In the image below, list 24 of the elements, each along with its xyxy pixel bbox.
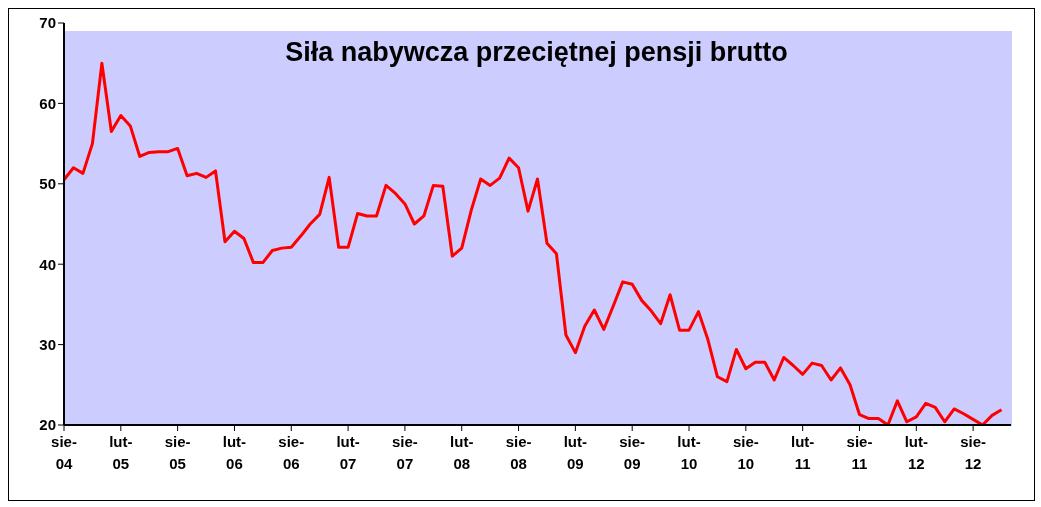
x-tick-label: sie-07: [391, 433, 418, 472]
x-tick-label: sie-10: [732, 433, 759, 472]
x-tick-label: sie-11: [846, 433, 873, 472]
x-tick-label: sie-06: [278, 433, 305, 472]
x-tick-label: lut-11: [791, 433, 815, 472]
x-tick-label: sie-09: [619, 433, 646, 472]
text: Siła nabywcza przeciętnej pensji brutto: [284, 37, 789, 68]
y-tick-label: 20: [39, 416, 56, 434]
x-tick-label: sie-04: [51, 433, 77, 472]
x-tick-label: lut-09: [563, 433, 588, 472]
y-tick-label: 50: [39, 175, 56, 193]
x-tick-label: sie-12: [960, 433, 987, 472]
x-tick-label: lut-07: [336, 433, 360, 472]
x-tick-label: sie-08: [505, 433, 532, 472]
x-tick-label: lut-12: [904, 433, 928, 472]
y-tick-label: 40: [39, 255, 56, 273]
x-tick-label: sie-05: [164, 433, 191, 472]
x-tick-label: lut-06: [222, 433, 247, 472]
y-tick-label: 60: [39, 94, 56, 112]
x-tick-label: lut-10: [677, 433, 701, 472]
x-tick-label: lut-08: [450, 433, 474, 472]
y-tick-label: 70: [39, 14, 56, 32]
y-tick-label: 30: [39, 335, 56, 353]
x-tick-label: lut-05: [109, 433, 133, 472]
